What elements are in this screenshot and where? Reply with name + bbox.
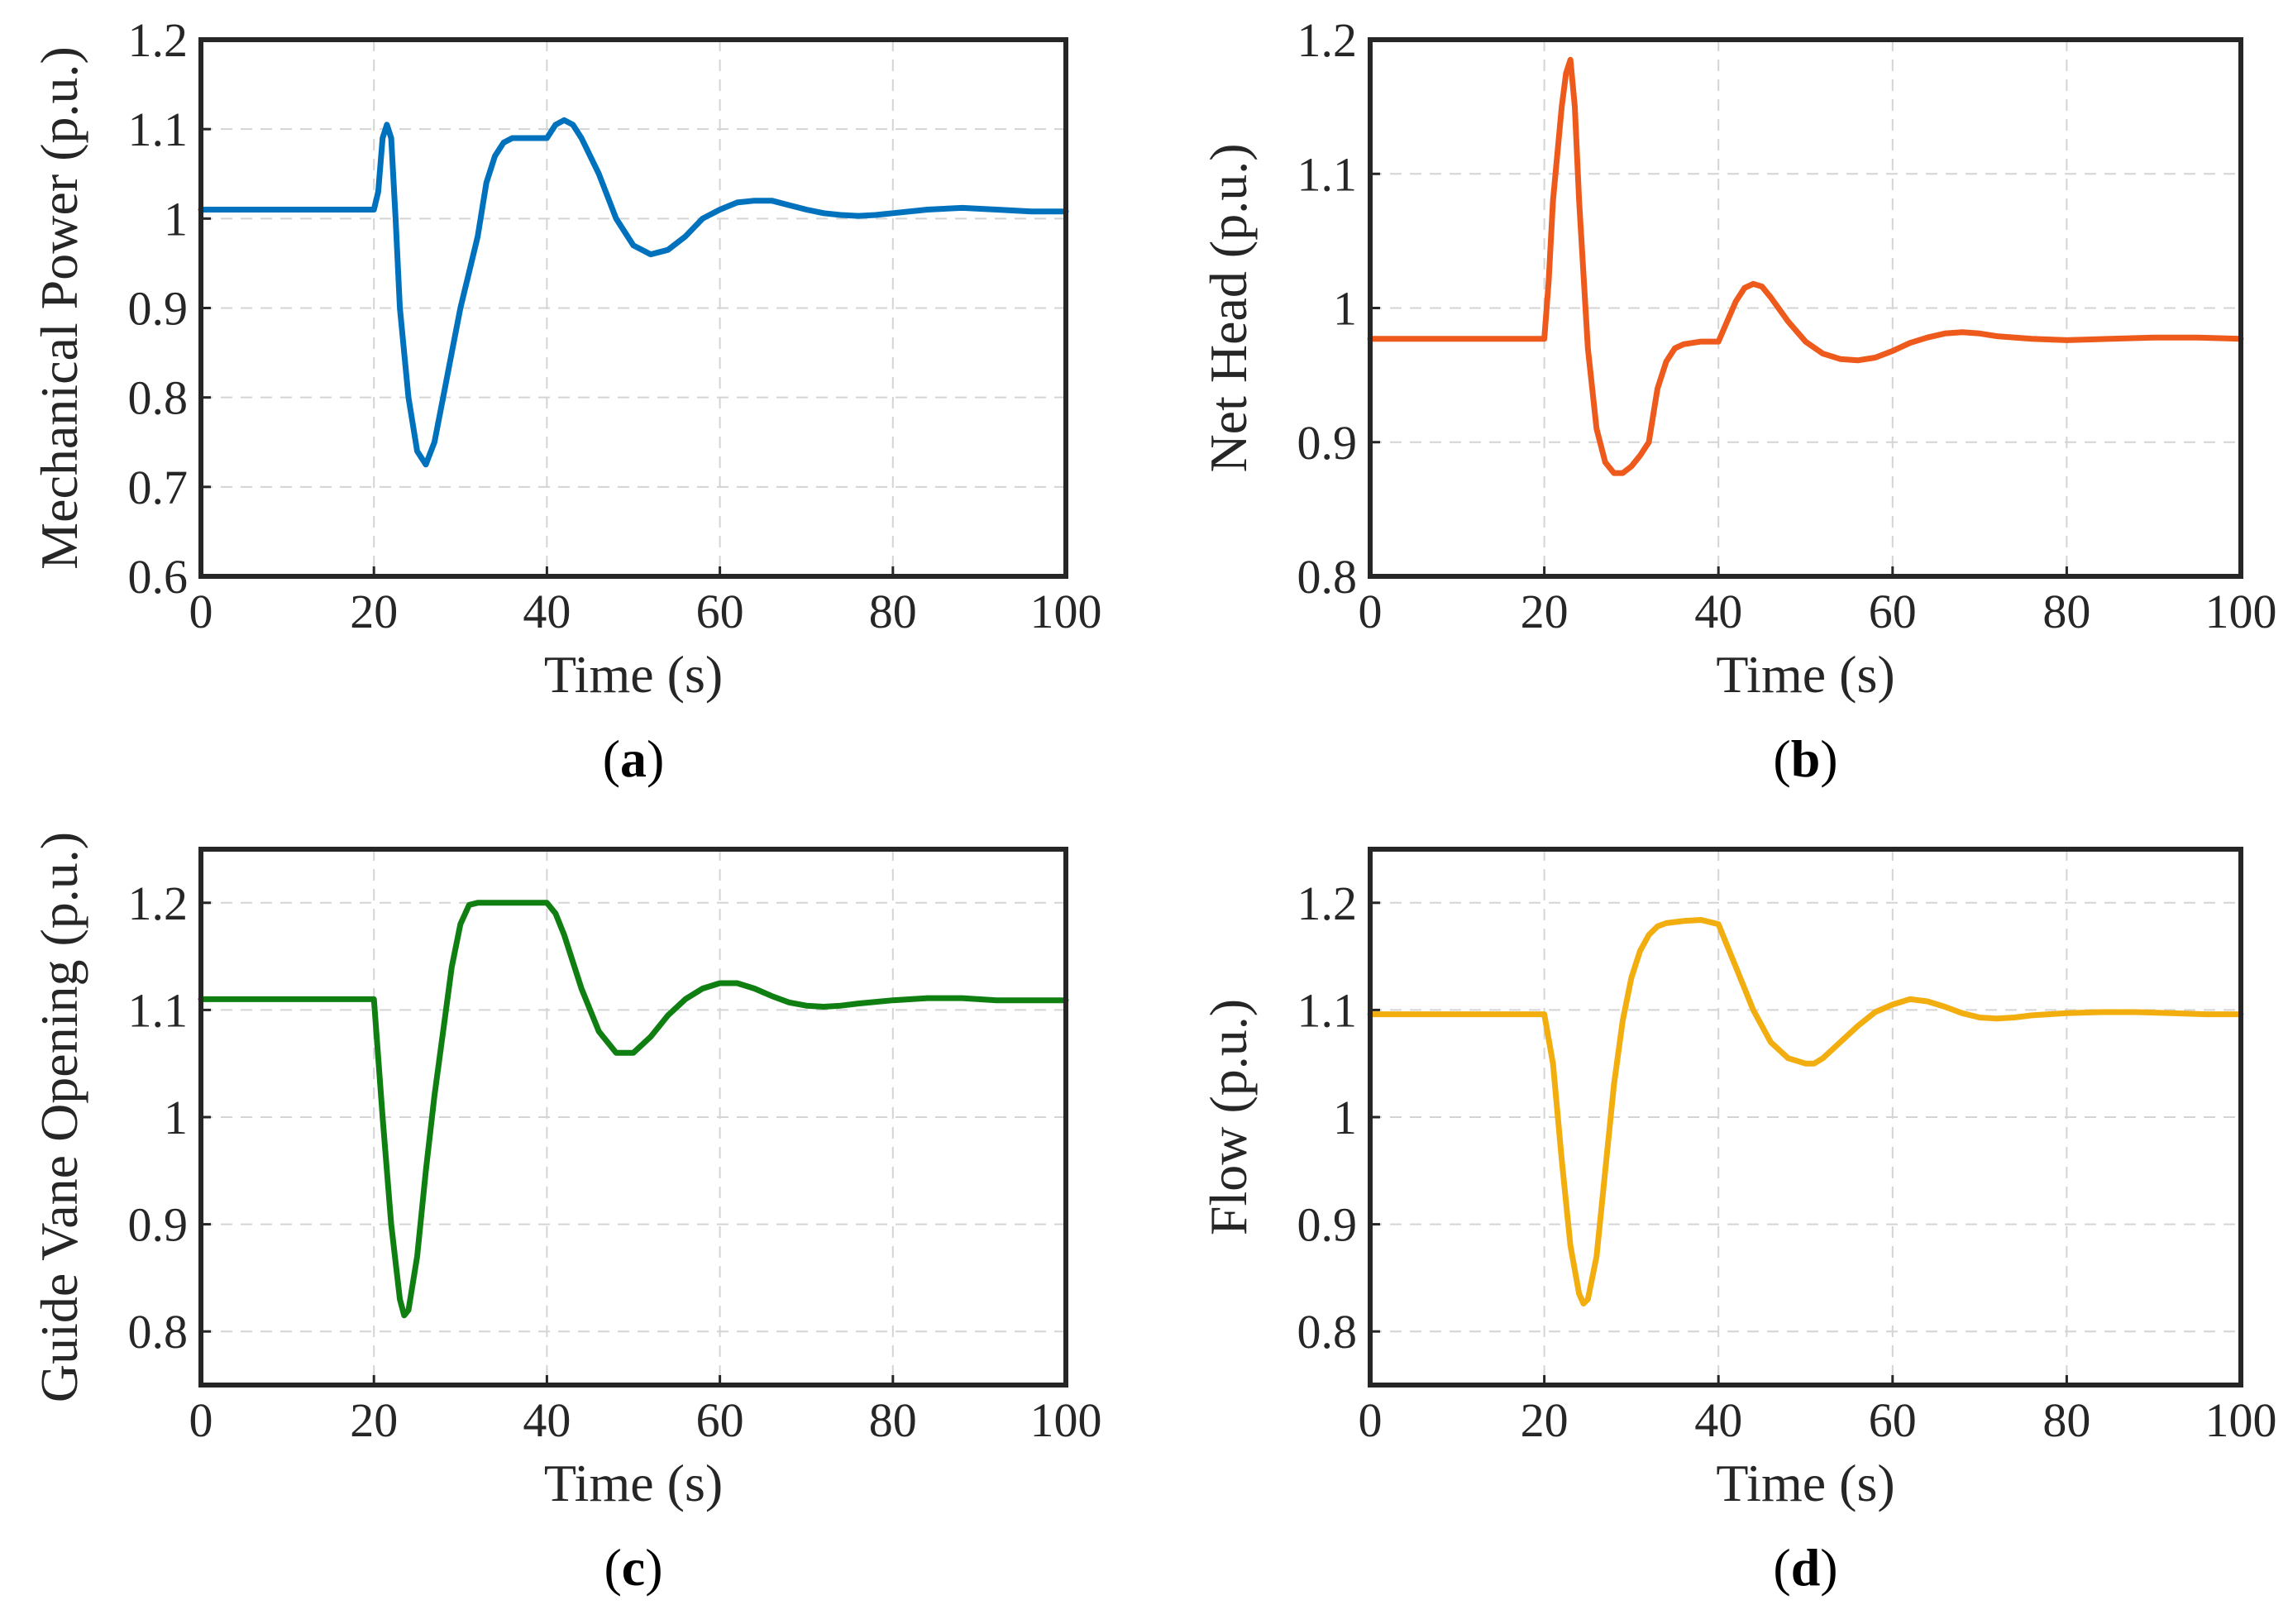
x-tick-label: 40 <box>1694 1393 1742 1447</box>
y-tick-label: 1 <box>164 192 188 246</box>
plot-frame-b <box>1368 37 2243 579</box>
y-axis-label-b: Net Head (p.u.) <box>1199 143 1258 472</box>
y-tick-label: 1.1 <box>1297 147 1358 201</box>
y-tick-label: 1.2 <box>1297 13 1358 67</box>
series-line-d <box>1367 917 2244 1306</box>
x-axis-label-a: Time (s) <box>544 645 723 704</box>
caption-letter-d: d <box>1791 1538 1821 1597</box>
y-tick-label: 0.6 <box>128 550 189 604</box>
ticks-c: 0 20 40 60 80 100 0.8 0.9 1 1.1 1.2 <box>128 876 1102 1447</box>
x-tick-label: 60 <box>1869 1393 1917 1447</box>
y-tick-label: 0.9 <box>1297 1198 1358 1252</box>
x-axis-label-b: Time (s) <box>1716 645 1894 704</box>
y-tick-label: 1.2 <box>128 876 189 930</box>
grid-b <box>1370 40 2241 576</box>
panel-d: 0 20 40 60 80 100 0.8 0.9 1 1.1 1.2 Time (s) Flow … <box>1199 847 2277 1597</box>
y-tick-label: 0.9 <box>1297 416 1358 470</box>
y-tick-label: 0.8 <box>128 371 189 425</box>
panel-c: 0 20 40 60 80 100 0.8 0.9 1 1.1 1.2 Time (s) Guide… <box>30 832 1102 1597</box>
panel-b: 0 20 40 60 80 100 0.8 0.9 1 1.1 1.2 Time (s) Net H… <box>1199 13 2277 788</box>
x-tick-label: 100 <box>2205 1393 2277 1447</box>
y-tick-label: 0.9 <box>128 1198 189 1252</box>
series-b <box>1367 56 2244 476</box>
y-tick-label: 0.9 <box>128 282 189 336</box>
y-tick-label: 0.8 <box>128 1305 189 1359</box>
y-tick-label: 1.2 <box>1297 876 1358 930</box>
x-tick-label: 20 <box>1521 585 1569 638</box>
x-tick-label: 0 <box>189 585 213 638</box>
y-tick-label: 1 <box>164 1091 188 1144</box>
x-tick-label: 80 <box>2042 1393 2090 1447</box>
y-tick-label: 1.1 <box>128 983 189 1037</box>
y-axis-label-c: Guide Vane Opening (p.u.) <box>30 832 88 1402</box>
y-tick-label: 0.7 <box>128 461 189 514</box>
y-tick-label: 1 <box>1333 1091 1357 1144</box>
ticks-b: 0 20 40 60 80 100 0.8 0.9 1 1.1 1.2 <box>1297 13 2277 638</box>
x-tick-label: 60 <box>1869 585 1917 638</box>
caption-letter-c: c <box>622 1538 645 1597</box>
y-axis-label-a: Mechanical Power (p.u.) <box>30 46 88 570</box>
series-a <box>198 117 1069 468</box>
caption-letter-b: b <box>1791 729 1821 788</box>
plot-frame-a <box>198 37 1068 579</box>
x-tick-label: 0 <box>189 1393 213 1447</box>
x-tick-label: 40 <box>523 1393 571 1447</box>
x-tick-label: 60 <box>696 585 744 638</box>
x-tick-label: 80 <box>869 1393 917 1447</box>
x-tick-label: 20 <box>350 1393 398 1447</box>
x-tick-label: 100 <box>2205 585 2277 638</box>
ticks-d: 0 20 40 60 80 100 0.8 0.9 1 1.1 1.2 <box>1297 876 2277 1447</box>
y-axis-label-d: Flow (p.u.) <box>1199 999 1258 1235</box>
panel-a: 0 20 40 60 80 100 0.6 0.7 0.8 0.9 1 1.1 1.2 Time (s)… <box>30 13 1102 788</box>
y-tick-label: 0.8 <box>1297 1305 1358 1359</box>
y-tick-label: 1.1 <box>1297 983 1358 1037</box>
series-line-b <box>1367 56 2244 476</box>
caption-c: (c) <box>604 1538 662 1597</box>
x-axis-label-c: Time (s) <box>544 1454 723 1512</box>
grid-a <box>201 40 1066 576</box>
x-tick-label: 60 <box>696 1393 744 1447</box>
series-line-c <box>198 900 1069 1319</box>
plot-frame-c <box>198 847 1068 1388</box>
series-d <box>1367 917 2244 1306</box>
series-line-a <box>198 117 1069 468</box>
x-tick-label: 0 <box>1359 1393 1383 1447</box>
series-c <box>198 900 1069 1319</box>
ticks-a: 0 20 40 60 80 100 0.6 0.7 0.8 0.9 1 1.1 1.2 <box>128 13 1102 638</box>
caption-d: (d) <box>1773 1538 1837 1597</box>
grid-c <box>201 849 1066 1385</box>
x-tick-label: 20 <box>350 585 398 638</box>
grid-d <box>1370 849 2241 1385</box>
y-tick-label: 1.2 <box>128 13 189 67</box>
caption-b: (b) <box>1773 729 1837 788</box>
y-tick-label: 1.1 <box>128 103 189 156</box>
x-tick-label: 40 <box>523 585 571 638</box>
y-tick-label: 1 <box>1333 282 1357 336</box>
x-tick-label: 40 <box>1694 585 1742 638</box>
x-tick-label: 0 <box>1359 585 1383 638</box>
x-tick-label: 80 <box>2042 585 2090 638</box>
x-axis-label-d: Time (s) <box>1716 1454 1894 1512</box>
caption-a: (a) <box>603 729 665 788</box>
plot-frame-d <box>1368 847 2243 1388</box>
y-tick-label: 0.8 <box>1297 550 1358 604</box>
x-tick-label: 80 <box>869 585 917 638</box>
caption-letter-a: a <box>620 729 647 788</box>
x-tick-label: 20 <box>1521 1393 1569 1447</box>
x-tick-label: 100 <box>1030 585 1102 638</box>
x-tick-label: 100 <box>1030 1393 1102 1447</box>
